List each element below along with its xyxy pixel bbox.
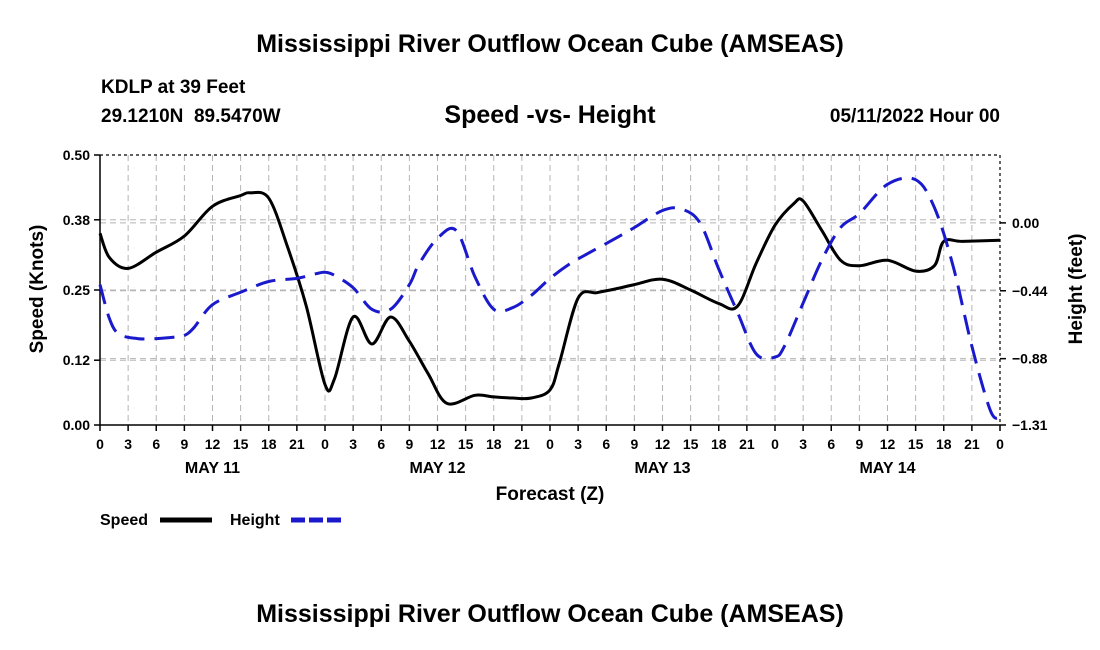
x-day-label: MAY 14 <box>859 460 915 477</box>
x-tick-label: 12 <box>880 436 896 452</box>
chart-subtitle: Speed -vs- Height <box>444 101 656 129</box>
x-tick-label: 9 <box>855 436 863 452</box>
chart-title: Mississippi River Outflow Ocean Cube (AM… <box>256 30 844 58</box>
legend-label-height: Height <box>230 512 280 529</box>
x-tick-label: 9 <box>405 436 413 452</box>
x-tick-label: 0 <box>96 436 104 452</box>
x-tick-label: 3 <box>574 436 582 452</box>
x-tick-label: 12 <box>655 436 671 452</box>
x-tick-label: 21 <box>289 436 305 452</box>
y-tick-label-right: 0.00 <box>1012 215 1039 231</box>
y-tick-label-right: −1.31 <box>1012 417 1048 433</box>
x-tick-label: 6 <box>152 436 160 452</box>
station-label: KDLP at 39 Feet <box>101 77 246 98</box>
x-tick-label: 6 <box>377 436 385 452</box>
x-tick-label: 9 <box>180 436 188 452</box>
x-day-label: MAY 12 <box>409 460 465 477</box>
x-tick-label: 0 <box>771 436 779 452</box>
station-coordinates: 29.1210N 89.5470W <box>101 106 281 127</box>
x-tick-label: 15 <box>683 436 699 452</box>
x-tick-label: 3 <box>349 436 357 452</box>
chart-axes: 0 3 6 9 12 15 18 21 0 3 6 9 12 15 18 21 0 3 6 9 12 15 18 21 0 3 6 9… <box>63 147 1048 477</box>
x-tick-label: 18 <box>711 436 727 452</box>
x-tick-label: 3 <box>124 436 132 452</box>
y-axis-label-left: Speed (Knots) <box>27 225 48 354</box>
y-tick-label-left: 0.25 <box>63 282 90 298</box>
x-tick-label: 6 <box>827 436 835 452</box>
x-tick-label: 12 <box>205 436 221 452</box>
x-tick-label: 0 <box>321 436 329 452</box>
x-tick-label: 15 <box>908 436 924 452</box>
x-tick-label: 21 <box>964 436 980 452</box>
x-tick-label: 0 <box>996 436 1004 452</box>
x-tick-label: 18 <box>486 436 502 452</box>
x-axis-label: Forecast (Z) <box>496 484 605 505</box>
footer-title: Mississippi River Outflow Ocean Cube (AM… <box>256 600 844 628</box>
forecast-datetime: 05/11/2022 Hour 00 <box>829 106 1000 127</box>
x-tick-label: 0 <box>546 436 554 452</box>
x-day-label: MAY 11 <box>185 460 240 477</box>
chart-legend: Speed Height <box>100 512 343 529</box>
x-tick-label: 12 <box>430 436 446 452</box>
x-tick-label: 3 <box>799 436 807 452</box>
x-tick-label: 21 <box>739 436 755 452</box>
y-tick-label-right: −0.44 <box>1012 283 1048 299</box>
y-tick-label-left: 0.00 <box>63 417 90 433</box>
legend-label-speed: Speed <box>100 512 148 529</box>
y-tick-label-right: −0.88 <box>1012 351 1048 367</box>
x-tick-label: 21 <box>514 436 530 452</box>
y-axis-label-right: Height (feet) <box>1066 234 1087 345</box>
chart-series <box>98 176 1001 420</box>
x-tick-label: 15 <box>458 436 474 452</box>
chart-grid <box>100 155 1000 426</box>
y-tick-label-left: 0.12 <box>63 352 90 368</box>
series-line-height <box>98 176 1001 420</box>
x-tick-label: 9 <box>630 436 638 452</box>
y-tick-label-left: 0.50 <box>63 147 90 163</box>
x-day-label: MAY 13 <box>634 460 690 477</box>
x-tick-label: 18 <box>936 436 952 452</box>
x-tick-label: 6 <box>602 436 610 452</box>
y-tick-label-left: 0.38 <box>63 212 90 228</box>
x-tick-label: 18 <box>261 436 277 452</box>
x-tick-label: 15 <box>233 436 249 452</box>
